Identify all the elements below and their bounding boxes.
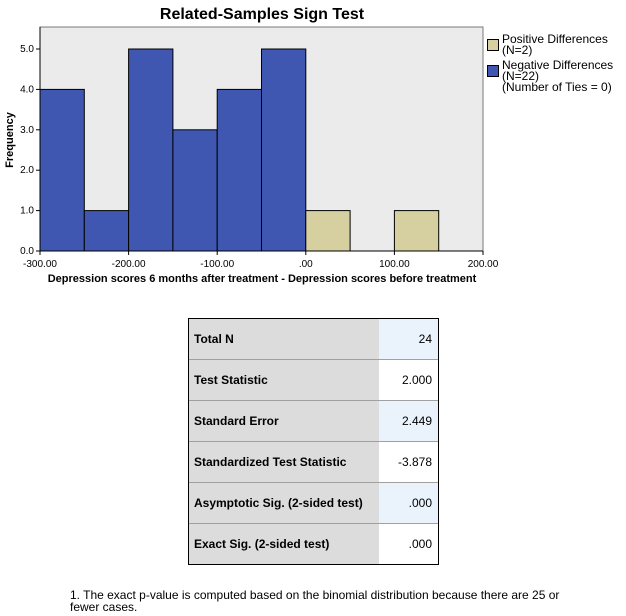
row-label: Exact Sig. (2-sided test) — [188, 523, 379, 565]
histogram-bar — [216, 88, 262, 252]
legend-swatch-positive — [487, 39, 499, 51]
histogram-bar — [128, 48, 174, 252]
y-tick-label: 2.0 — [20, 165, 34, 176]
row-label: Test Statistic — [188, 359, 379, 401]
histogram-bar — [261, 48, 307, 252]
legend-ties: (Number of Ties = 0) — [502, 80, 612, 94]
table-row: Test Statistic 2.000 — [188, 359, 439, 401]
test-summary-table: Total N 24 Test Statistic 2.000 Standard… — [188, 318, 439, 565]
row-value: .000 — [379, 482, 439, 524]
row-value: .000 — [379, 523, 439, 565]
y-axis-title: Frequency — [4, 112, 16, 168]
legend-count-negative: (N=22) — [502, 69, 540, 83]
histogram-bar — [83, 210, 130, 252]
legend-label-negative: Negative Differences — [502, 58, 614, 72]
footnote: 1. The exact p-value is computed based o… — [70, 588, 560, 614]
row-value: 24 — [379, 318, 439, 360]
row-label: Total N — [188, 318, 379, 360]
row-label: Asymptotic Sig. (2-sided test) — [188, 482, 379, 524]
histogram-bar — [393, 210, 440, 252]
row-value: 2.449 — [379, 400, 439, 442]
y-tick-label: 3.0 — [20, 125, 34, 136]
x-tick-label: -200.00 — [112, 259, 146, 270]
y-tick-label: 4.0 — [20, 84, 34, 95]
x-tick-label: .00 — [299, 259, 313, 270]
legend: Positive Differences (N=2) Negative Diff… — [487, 32, 614, 97]
table-row: Asymptotic Sig. (2-sided test) .000 — [188, 482, 439, 524]
y-tick-label: 1.0 — [20, 206, 34, 217]
table-row: Standard Error 2.449 — [188, 400, 439, 442]
table-row: Exact Sig. (2-sided test) .000 — [188, 523, 439, 565]
histogram-chart: 0.0 1.0 2.0 3.0 4.0 5.0 -300.00 -200.00 -100.00.… — [20, 26, 499, 270]
row-label: Standard Error — [188, 400, 379, 442]
table-row: Total N 24 — [188, 318, 439, 360]
legend-count-positive: (N=2) — [502, 43, 533, 57]
chart-title: Related-Samples Sign Test — [159, 6, 365, 23]
y-tick-label: 0.0 — [20, 246, 34, 257]
row-value: 2.000 — [379, 359, 439, 401]
row-value: -3.878 — [379, 441, 439, 483]
histogram-bar — [305, 210, 351, 252]
x-tick-label: 200.00 — [468, 259, 499, 270]
x-tick-label: -100.00 — [200, 259, 234, 270]
x-tick-label: -300.00 — [23, 259, 57, 270]
legend-label-positive: Positive Differences — [502, 32, 608, 46]
x-tick-label: 100.00 — [379, 259, 410, 270]
legend-item-positive: Positive Differences (N=2) — [487, 32, 613, 57]
histogram-bar — [39, 88, 85, 252]
row-label: Standardized Test Statistic — [188, 441, 379, 483]
histogram-bar — [172, 129, 218, 252]
y-tick-label: 5.0 — [20, 44, 34, 55]
legend-item-negative: Negative Differences (N=22) (Number of T… — [487, 58, 614, 94]
table-row: Standardized Test Statistic -3.878 — [188, 441, 439, 483]
x-axis-title: Depression scores 6 months after treatme… — [47, 273, 477, 285]
legend-swatch-negative — [487, 65, 499, 77]
